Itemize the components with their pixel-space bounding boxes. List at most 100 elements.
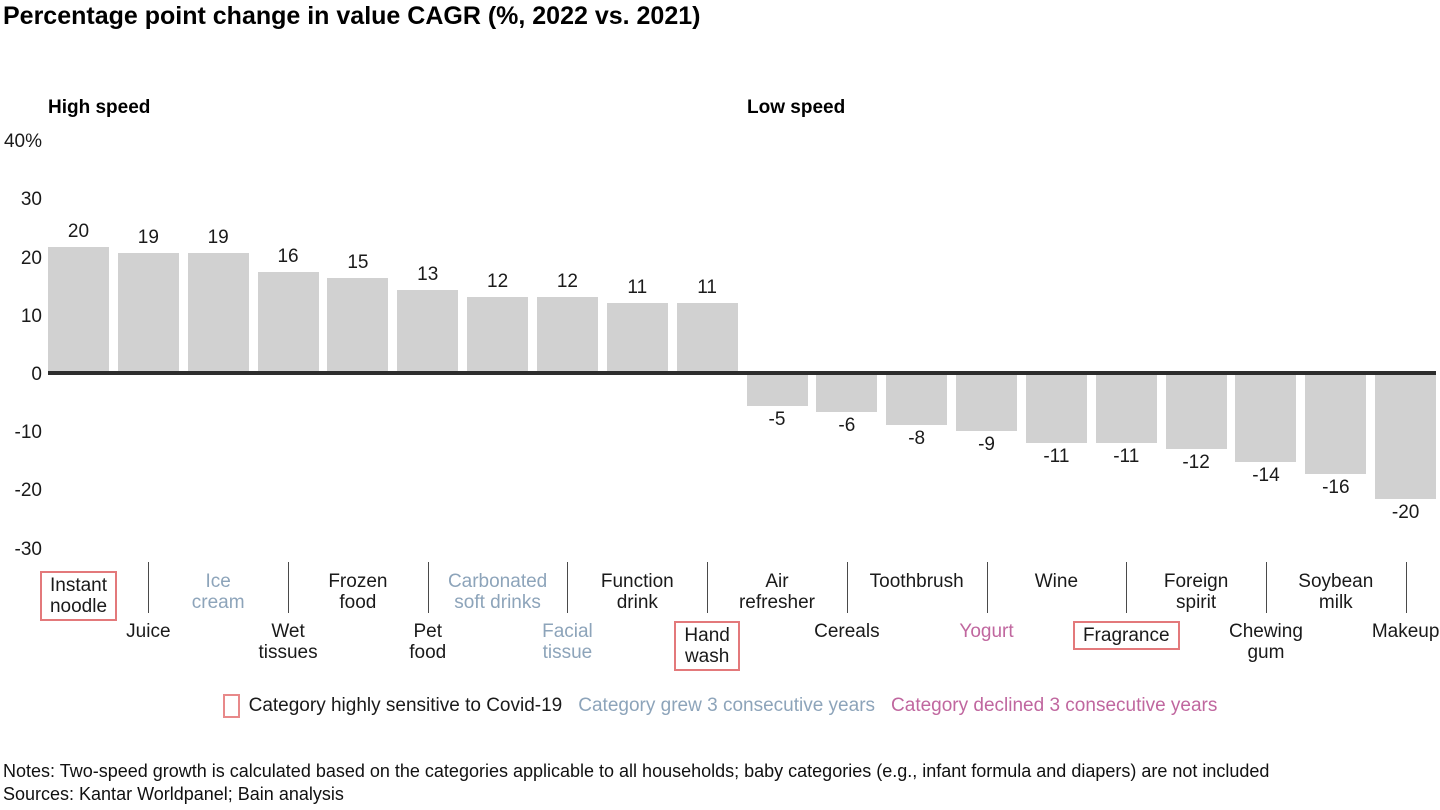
category-label-function-drink: Function drink [562,571,712,613]
bar-value-label: 15 [347,252,369,273]
bar-value-label: 20 [67,221,90,242]
legend-item-covid-sensitive: Category highly sensitive to Covid-19 [222,694,563,718]
category-label-text: Ice cream [191,571,245,613]
category-label-text: Wet tissues [258,621,318,663]
chart-bar-toothbrush [886,375,948,425]
chart-bar-juice [117,253,179,371]
bar-value-label: -9 [978,433,995,455]
category-label-text: Frozen food [328,571,388,613]
category-label-carbonated-soft-drinks: Carbonated soft drinks [423,571,573,613]
bar-value-label: -11 [1113,446,1140,468]
legend-covid-label: Category highly sensitive to Covid-19 [248,695,563,716]
high-speed-group-label: High speed [48,97,151,118]
category-label-text: Instant noodle [39,571,118,621]
category-label-toothbrush: Toothbrush [842,571,992,592]
chart-bar-cereals [816,375,878,413]
chart-bar-air-refresher [746,375,808,406]
category-label-hand-wash: Hand wash [632,621,782,671]
bar-value-label: 11 [697,276,717,298]
bar-value-label: -8 [908,427,926,449]
category-label-wet-tissues: Wet tissues [213,621,363,663]
covid-sensitive-box-icon [222,694,240,718]
chart-bar-facial-tissue [536,296,598,371]
y-axis-tick-label: -20 [14,480,42,502]
bar-value-label: -16 [1322,477,1350,499]
category-label-soybean-milk: Soybean milk [1261,571,1411,613]
category-label-instant-noodle: Instant noodle [4,571,154,621]
bar-value-label: -14 [1252,464,1280,486]
category-label-foreign-spirit: Foreign spirit [1121,571,1271,613]
category-label-text: Foreign spirit [1163,571,1229,613]
category-label-text: Function drink [600,571,674,613]
bar-value-label: 19 [207,227,229,249]
bar-value-label: -20 [1391,502,1420,523]
category-separator-tick [288,562,290,613]
legend-item-declined: Category declined 3 consecutive years [891,695,1217,717]
legend-declined-label: Category declined 3 consecutive years [891,695,1218,716]
category-separator-tick [1126,562,1128,613]
bar-value-label: 12 [556,270,578,292]
category-label-text: Makeup [1371,621,1440,642]
category-label-text: Facial tissue [542,621,593,663]
category-label-air-refresher: Air refresher [702,571,852,613]
category-label-cereals: Cereals [772,621,922,642]
category-label-fragrance: Fragrance [1051,621,1201,650]
category-separator-tick [846,562,848,613]
page-title: Percentage point change in value CAGR (%… [3,2,701,30]
y-axis-tick-label: 30 [20,189,42,211]
footnotes: Notes: Two-speed growth is calculated ba… [3,760,1437,806]
chart-bar-wine [1025,375,1087,444]
category-separator-tick [148,562,150,613]
category-label-pet-food: Pet food [353,621,503,663]
chart-bar-ice-cream [187,253,249,371]
bar-value-label: -5 [768,409,786,430]
x-axis-zero-line [48,371,1437,375]
category-label-text: Hand wash [674,621,740,671]
category-label-text: Juice [126,621,171,642]
category-label-facial-tissue: Facial tissue [492,621,642,663]
category-label-text: Fragrance [1072,621,1180,650]
y-axis-tick-label: 10 [20,305,42,327]
category-separator-tick [707,562,709,613]
category-label-text: Chewing gum [1228,621,1303,663]
category-label-ice-cream: Ice cream [143,571,293,613]
category-label-text: Carbonated soft drinks [447,571,548,613]
low-speed-group-label: Low speed [747,97,846,118]
category-label-text: Pet food [409,621,447,663]
chart-bar-chewing-gum [1235,375,1297,462]
category-label-chewing-gum: Chewing gum [1191,621,1341,663]
category-label-text: Air refresher [738,571,816,613]
chart-bar-instant-noodle [48,247,109,371]
y-axis-tick-label: 40% [3,131,42,153]
category-label-juice: Juice [73,621,223,642]
category-label-text: Wine [1034,571,1079,592]
y-axis-tick-label: 20 [20,247,42,269]
category-label-text: Toothbrush [869,571,964,592]
chart-bar-foreign-spirit [1165,375,1227,450]
bar-value-label: 11 [627,276,648,298]
sources-line: Sources: Kantar Worldpanel; Bain analysi… [3,784,344,804]
bar-value-label: -6 [838,415,856,437]
chart-bar-soybean-milk [1305,375,1367,475]
category-separator-tick [1265,562,1267,613]
bar-value-label: 13 [417,264,439,286]
category-label-frozen-food: Frozen food [283,571,433,613]
category-label-text: Cereals [814,621,880,642]
category-separator-tick [567,562,569,613]
y-axis-tick-label: 0 [31,364,42,385]
bar-value-label: 19 [137,227,159,249]
bar-value-label: 16 [277,245,299,267]
chart-legend: Category highly sensitive to Covid-19 Ca… [0,691,1440,721]
category-label-makeup: Makeup [1331,621,1440,642]
chart-bar-frozen-food [327,278,389,371]
category-separator-tick [427,562,429,613]
notes-line: Notes: Two-speed growth is calculated ba… [3,761,1270,781]
chart-bar-hand-wash [676,302,738,371]
chart-bar-carbonated-soft-drinks [467,296,529,371]
legend-grew-label: Category grew 3 consecutive years [578,695,876,716]
chart-bar-pet-food [397,290,459,371]
chart-bar-fragrance [1095,375,1157,444]
category-label-text: Yogurt [959,621,1014,642]
category-separator-tick [1405,562,1407,613]
